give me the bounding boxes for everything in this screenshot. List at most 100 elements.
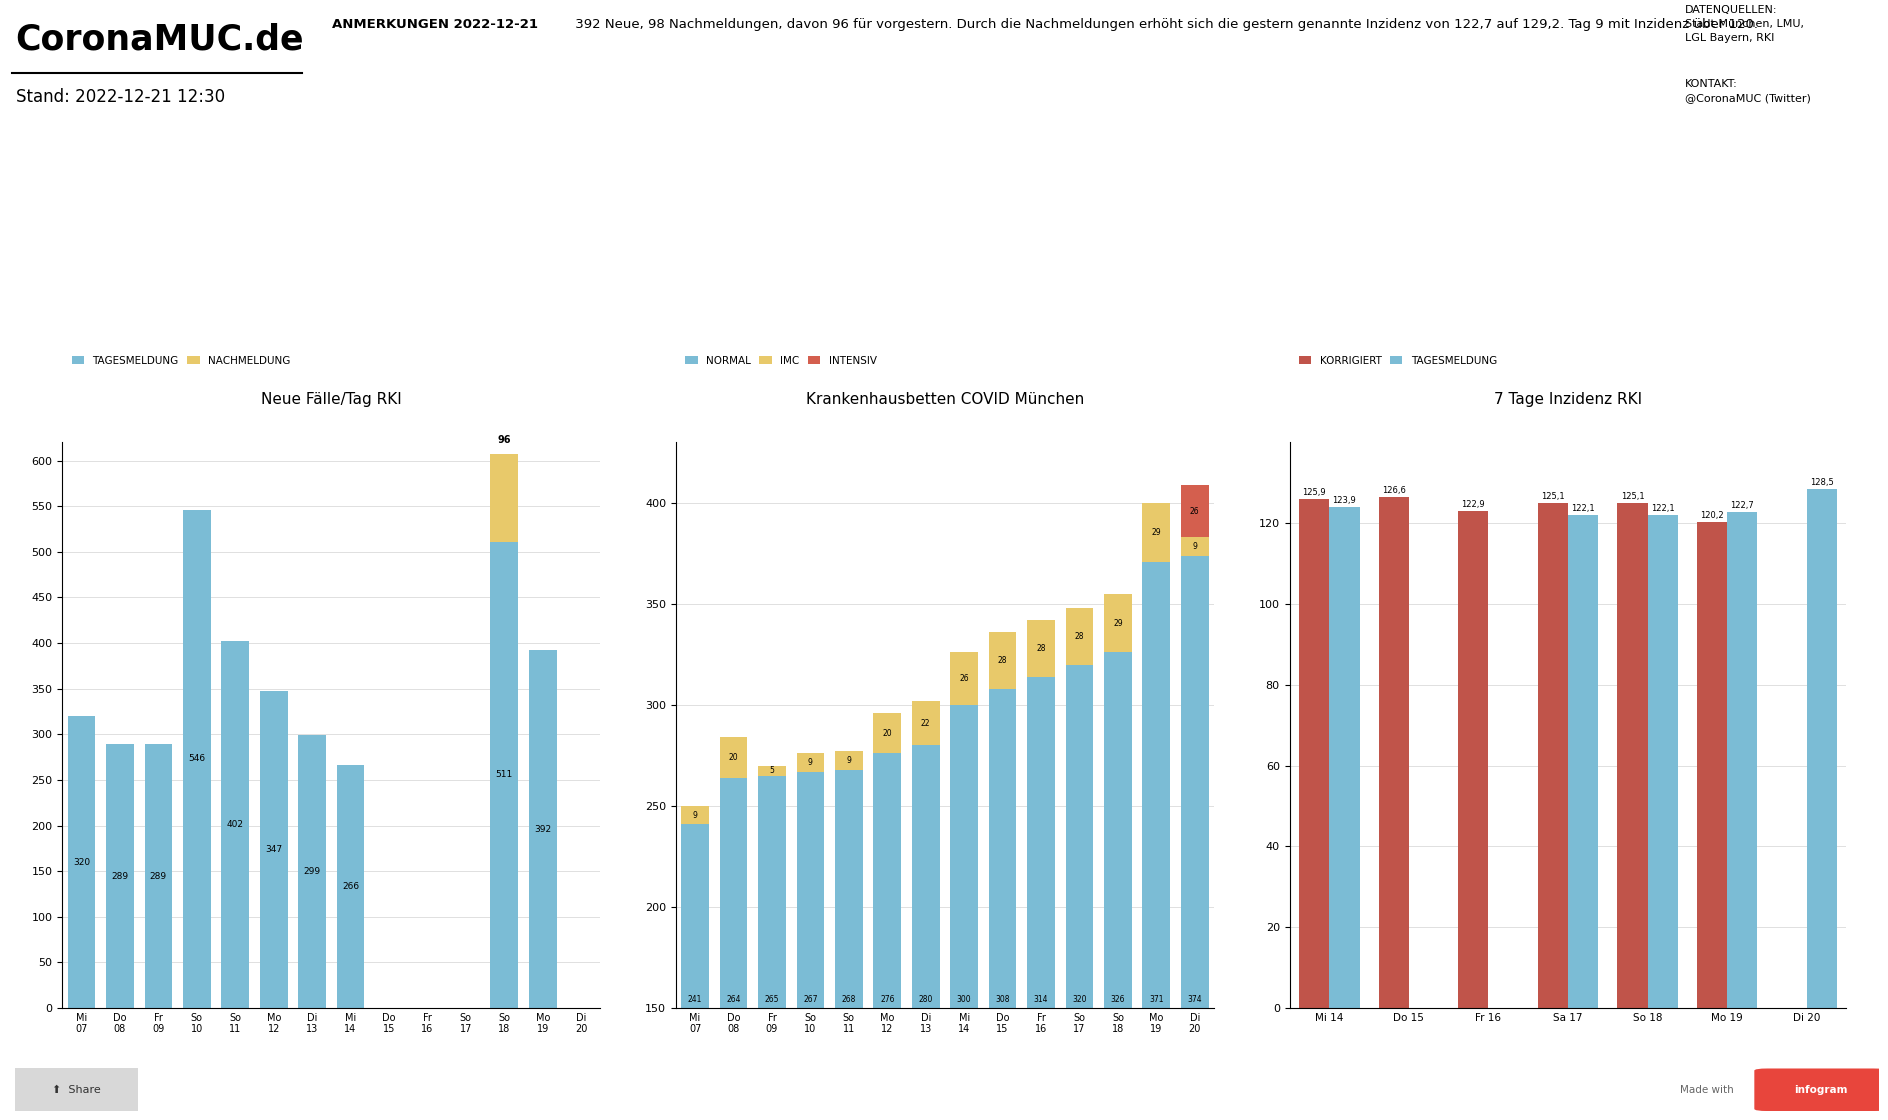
Bar <box>1104 594 1131 653</box>
Bar <box>797 772 825 1120</box>
FancyBboxPatch shape <box>9 1066 143 1113</box>
Text: KONTAKT:
@CoronaMUC (Twitter): KONTAKT: @CoronaMUC (Twitter) <box>1684 78 1811 103</box>
Title: Krankenhausbetten COVID München: Krankenhausbetten COVID München <box>806 392 1084 407</box>
Text: 326: 326 <box>1110 995 1125 1004</box>
Text: AKTUELL INFIZIERTE*: AKTUELL INFIZIERTE* <box>729 158 846 168</box>
Text: Gesamt: 703.296: Gesamt: 703.296 <box>111 291 202 300</box>
Text: 122,1: 122,1 <box>1571 504 1595 513</box>
Bar <box>759 776 785 1120</box>
Legend: KORRIGIERT, TAGESMELDUNG: KORRIGIERT, TAGESMELDUNG <box>1295 352 1501 370</box>
Text: 392 Neue, 98 Nachmeldungen, davon 96 für vorgestern. Durch die Nachmeldungen erh: 392 Neue, 98 Nachmeldungen, davon 96 für… <box>570 18 1758 31</box>
Text: 266: 266 <box>342 883 359 892</box>
Text: 9: 9 <box>808 758 814 767</box>
Bar <box>1728 512 1758 1008</box>
Bar <box>183 510 211 1008</box>
Text: 28: 28 <box>1037 644 1046 653</box>
Text: +479: +479 <box>100 203 213 241</box>
Text: 347: 347 <box>264 846 281 855</box>
Text: 22: 22 <box>921 719 931 728</box>
Bar <box>989 633 1016 689</box>
Bar <box>1329 507 1359 1008</box>
Text: TODESFÄLLE: TODESFÄLLE <box>438 158 506 168</box>
Bar <box>1065 608 1093 664</box>
Text: ⬆  Share: ⬆ Share <box>53 1085 100 1094</box>
Bar <box>834 752 863 769</box>
Text: 276: 276 <box>880 995 895 1004</box>
Bar <box>1027 676 1055 1120</box>
Bar <box>682 806 710 824</box>
Text: 402: 402 <box>227 820 244 829</box>
Bar <box>1458 512 1488 1008</box>
Title: 7 Tage Inzidenz RKI: 7 Tage Inzidenz RKI <box>1493 392 1643 407</box>
Text: 26: 26 <box>1178 202 1227 235</box>
Text: 511: 511 <box>497 771 514 780</box>
Text: 28: 28 <box>1074 632 1084 641</box>
Text: Stand: 2022-12-21 12:30: Stand: 2022-12-21 12:30 <box>15 87 225 105</box>
Text: 122,9: 122,9 <box>1461 501 1486 510</box>
Bar <box>1697 522 1728 1008</box>
Text: 125,9: 125,9 <box>1303 488 1325 497</box>
Text: 241: 241 <box>687 995 702 1004</box>
Title: Neue Fälle/Tag RKI: Neue Fälle/Tag RKI <box>261 392 402 407</box>
Text: 125,1: 125,1 <box>1541 492 1565 501</box>
Text: 9: 9 <box>693 811 697 820</box>
Text: IMC: IMC <box>1091 284 1110 293</box>
Text: 122,1: 122,1 <box>1650 504 1675 513</box>
Bar <box>68 716 96 1008</box>
Bar <box>1180 538 1208 556</box>
Bar <box>261 691 287 1008</box>
Bar <box>912 701 940 746</box>
Bar <box>336 765 364 1008</box>
Bar <box>682 824 710 1120</box>
Legend: NORMAL, IMC, INTENSIV: NORMAL, IMC, INTENSIV <box>682 352 880 370</box>
Text: 29: 29 <box>1152 528 1161 536</box>
Text: 3.546: 3.546 <box>721 200 853 243</box>
Bar <box>950 704 978 1120</box>
Text: 28: 28 <box>999 656 1008 665</box>
Text: 9: 9 <box>1089 202 1114 235</box>
Bar <box>834 769 863 1120</box>
Text: 308: 308 <box>995 995 1010 1004</box>
Bar <box>797 754 825 772</box>
Text: Made with: Made with <box>1680 1085 1733 1094</box>
Text: 264: 264 <box>727 995 740 1004</box>
Bar <box>1180 556 1208 1120</box>
Text: 374: 374 <box>963 202 1038 235</box>
Text: Genesene: 699.750: Genesene: 699.750 <box>736 291 838 300</box>
Bar <box>719 777 748 1120</box>
Text: 9: 9 <box>1193 542 1197 551</box>
Text: 267: 267 <box>802 995 818 1004</box>
Text: REPRODUKTIONSWERT: REPRODUKTIONSWERT <box>1354 158 1478 168</box>
Text: 122,7: 122,7 <box>1731 502 1754 511</box>
Bar <box>1569 515 1599 1008</box>
Bar <box>145 745 172 1008</box>
Text: BESTÄTIGTE FÄLLE: BESTÄTIGTE FÄLLE <box>108 158 208 168</box>
Text: 26: 26 <box>959 674 969 683</box>
Text: 265: 265 <box>765 995 780 1004</box>
Text: 126,6: 126,6 <box>1382 485 1407 495</box>
Text: 120,2: 120,2 <box>1701 512 1724 521</box>
Bar <box>1142 561 1171 1120</box>
Text: Gesamt: 2.394: Gesamt: 2.394 <box>434 291 510 300</box>
Bar <box>1065 664 1093 1120</box>
Text: Di-Sa, nicht nach
Feiertagen: Di-Sa, nicht nach Feiertagen <box>1686 284 1775 307</box>
Bar <box>1618 503 1648 1008</box>
Text: 128,5: 128,5 <box>1665 200 1797 243</box>
Text: 128,5: 128,5 <box>1811 478 1833 487</box>
Text: 125,1: 125,1 <box>1620 492 1644 501</box>
Bar <box>719 737 748 777</box>
Bar <box>491 455 517 542</box>
Text: infogram: infogram <box>1794 1085 1846 1094</box>
Text: 20: 20 <box>729 753 738 762</box>
Text: DATENQUELLEN:
Stadt München, LMU,
LGL Bayern, RKI: DATENQUELLEN: Stadt München, LMU, LGL Ba… <box>1684 4 1805 43</box>
Text: ANMERKUNGEN 2022-12-21: ANMERKUNGEN 2022-12-21 <box>332 18 538 31</box>
Bar <box>298 735 327 1008</box>
Text: 371: 371 <box>1150 995 1163 1004</box>
Text: 392: 392 <box>534 824 551 833</box>
Text: 314: 314 <box>1035 995 1048 1004</box>
Bar <box>221 642 249 1008</box>
Text: 26: 26 <box>1189 506 1199 515</box>
Text: 9: 9 <box>846 756 851 765</box>
Text: 5: 5 <box>770 766 774 775</box>
Bar <box>1648 515 1678 1008</box>
